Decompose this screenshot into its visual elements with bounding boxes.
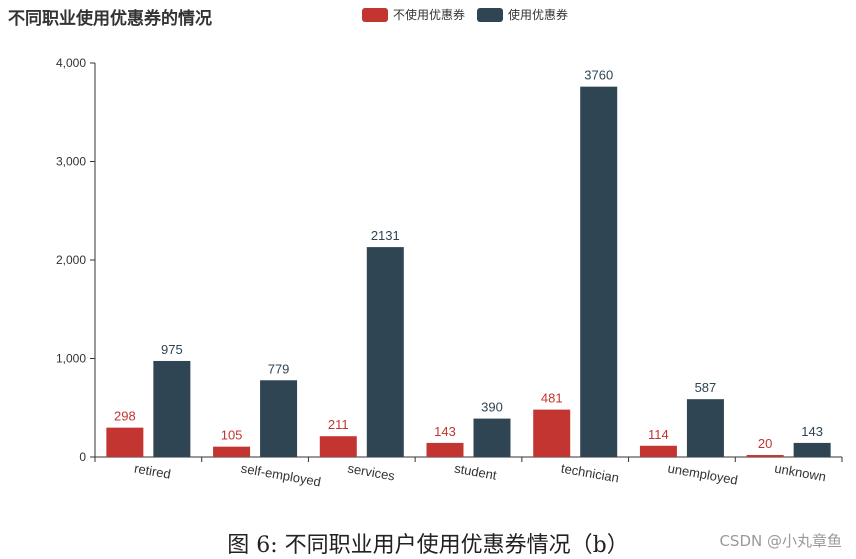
bar — [533, 409, 571, 457]
legend-item-series-1[interactable]: 使用优惠券 — [477, 6, 568, 23]
data-label: 390 — [481, 400, 503, 415]
data-label: 211 — [328, 417, 349, 432]
bar — [426, 442, 464, 457]
data-label: 114 — [648, 427, 669, 442]
y-tick-label: 1,000 — [56, 352, 86, 366]
x-tick-label: technician — [560, 461, 620, 486]
bar-chart: 0 1,000 2,000 3,000 4,000 retired 298 975 self-e… — [56, 56, 843, 490]
figure-caption: 图 6: 不同职业用户使用优惠券情况（b） — [227, 533, 629, 558]
bar — [473, 418, 511, 457]
bar — [319, 436, 357, 457]
y-tick-label: 2,000 — [56, 253, 86, 267]
data-label: 105 — [221, 428, 243, 443]
data-label: 2131 — [371, 228, 400, 243]
bar — [686, 399, 724, 457]
x-tick-label: services — [346, 461, 396, 484]
bar — [213, 446, 251, 457]
data-label: 779 — [268, 361, 290, 376]
data-label: 975 — [161, 342, 183, 357]
data-label: 298 — [114, 409, 136, 424]
x-tick-label: unknown — [773, 461, 827, 485]
bar — [153, 360, 191, 457]
data-label: 20 — [758, 436, 772, 451]
data-label: 143 — [434, 424, 456, 439]
legend-label-series-1: 使用优惠券 — [508, 8, 569, 22]
y-tick-label: 4,000 — [56, 56, 86, 70]
legend-item-series-0[interactable]: 不使用优惠券 — [362, 6, 465, 23]
x-tick-label: unemployed — [667, 461, 739, 488]
data-label: 587 — [695, 380, 717, 395]
bar — [106, 427, 144, 457]
y-tick-label: 3,000 — [56, 155, 86, 169]
y-tick-label: 0 — [79, 450, 86, 464]
bar — [793, 442, 831, 457]
bar — [746, 455, 784, 457]
chart-legend[interactable]: 不使用优惠券 使用优惠券 — [362, 6, 568, 23]
legend-swatch-series-1 — [477, 7, 504, 22]
watermark: CSDN @小丸章鱼 — [719, 532, 842, 550]
x-tick-label: retired — [133, 461, 172, 482]
legend-label-series-0: 不使用优惠券 — [393, 8, 466, 22]
chart-title: 不同职业使用优惠券的情况 — [8, 9, 212, 29]
legend-swatch-series-0 — [362, 7, 388, 22]
x-tick-label: student — [453, 461, 498, 483]
bar — [639, 445, 677, 457]
data-label: 481 — [541, 391, 563, 406]
x-tick-label: self-employed — [240, 461, 322, 490]
bar — [580, 86, 618, 457]
bar — [260, 380, 298, 457]
bar — [366, 247, 404, 457]
data-label: 143 — [801, 424, 823, 439]
data-label: 3760 — [584, 68, 613, 83]
